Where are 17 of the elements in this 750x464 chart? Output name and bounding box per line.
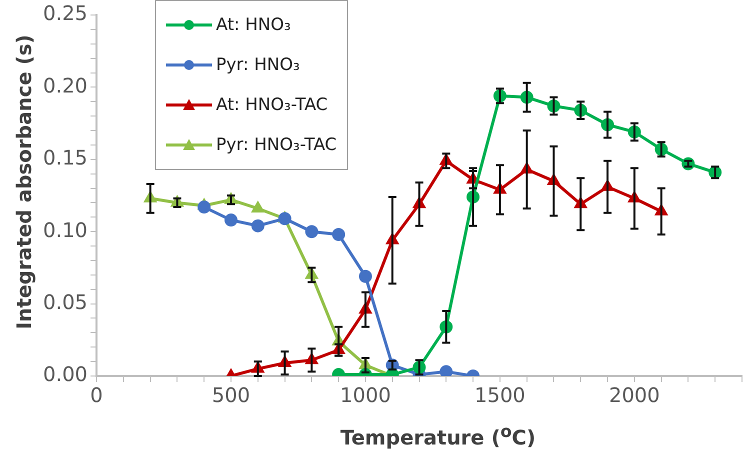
x-tick-label: 1000 xyxy=(340,383,391,408)
legend-label: Pyr: HNO₃-TAC xyxy=(216,135,337,155)
x-tick-label: 1500 xyxy=(474,383,526,408)
x-tick-label: 500 xyxy=(212,383,250,408)
legend-label: At: HNO₃-TAC xyxy=(216,95,328,115)
x-tick-label: 2000 xyxy=(608,383,660,408)
legend-label: At: HNO₃ xyxy=(216,15,291,35)
y-tick-label: 0.10 xyxy=(43,218,88,242)
y-axis-title: Integrated absorbance (s) xyxy=(12,34,36,332)
x-axis-title: Temperature ($^{o}$C) xyxy=(339,422,537,450)
y-tick-label: 0.15 xyxy=(43,146,88,170)
y-tick-label: 0.20 xyxy=(43,73,88,98)
legend-label: Pyr: HNO₃ xyxy=(216,55,300,75)
x-tick-label: 0 xyxy=(90,383,103,408)
y-tick-label: 0.00 xyxy=(43,362,88,386)
y-tick-label: 0.25 xyxy=(43,1,88,26)
y-tick-label: 0.05 xyxy=(43,290,88,314)
